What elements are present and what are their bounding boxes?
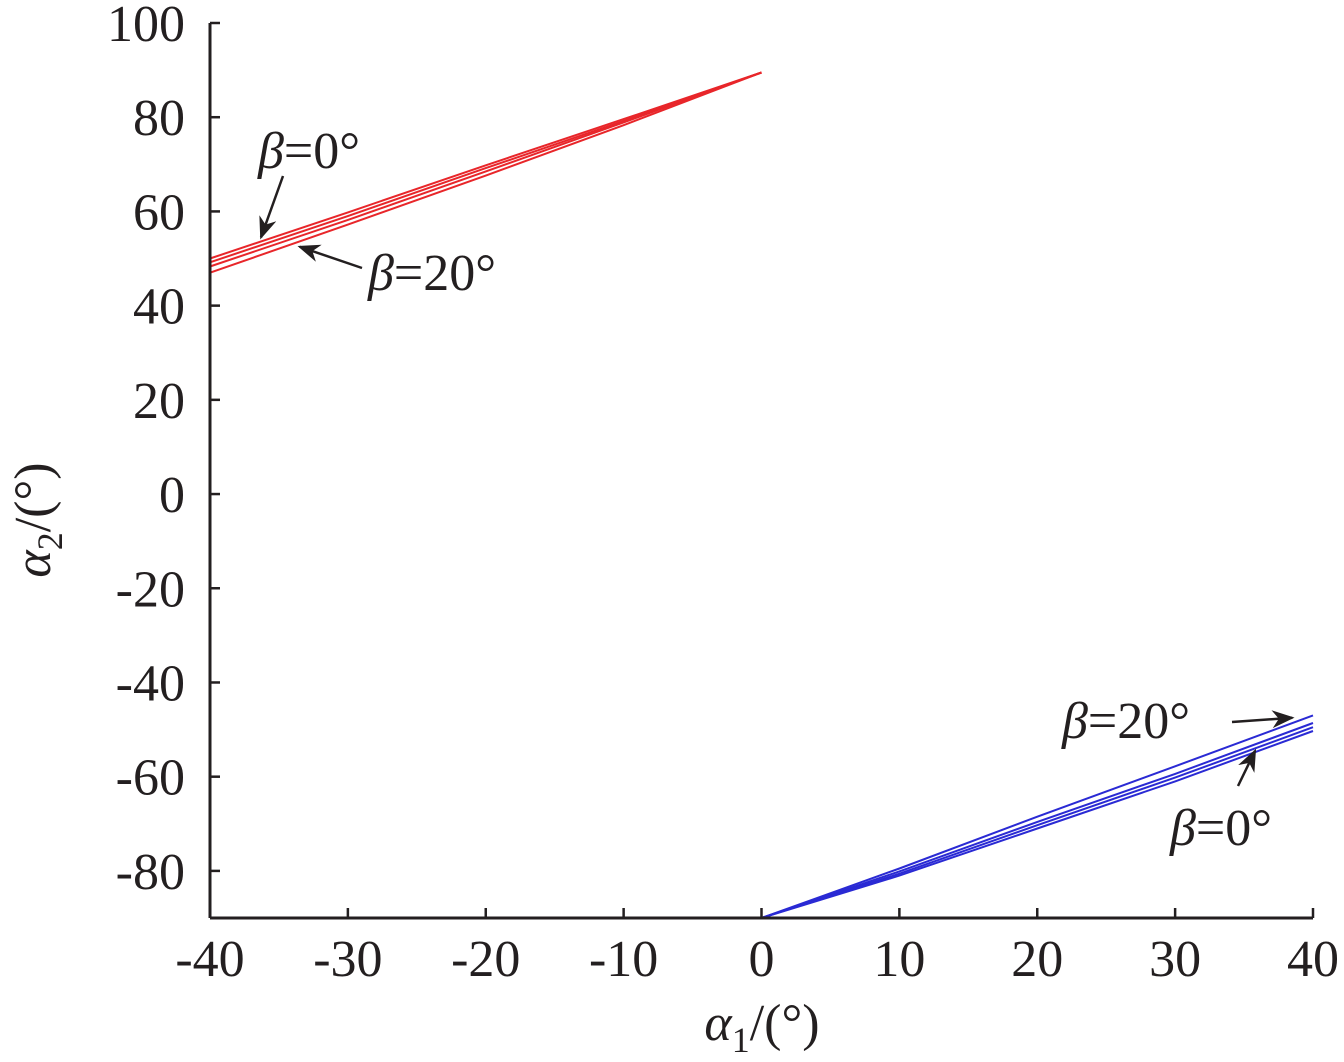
x-axis-label-unit: /(°): [750, 995, 820, 1052]
annotation-text: =0°: [284, 123, 360, 180]
x-tick-label: -10: [589, 931, 658, 988]
x-tick-label: 40: [1287, 931, 1339, 988]
y-tick-label: 40: [133, 279, 185, 336]
annotation-arrow: [259, 175, 285, 240]
annotations: β=0° β=20° β=20° β=0°: [257, 123, 1295, 857]
y-tick-label: -20: [116, 561, 185, 618]
annotation-symbol: β: [257, 123, 284, 180]
x-axis-label: α1/(°): [704, 995, 819, 1060]
x-tick-label: -20: [451, 931, 520, 988]
x-axis-label-subscript: 1: [732, 1020, 750, 1060]
annotation-text: =0°: [1196, 800, 1272, 857]
x-tick-label: -30: [313, 931, 382, 988]
annotation-label: β=0°: [257, 123, 360, 180]
annotation-label: β=20°: [367, 245, 496, 302]
annotation-text: =20°: [394, 245, 496, 302]
x-tick-label: 30: [1149, 931, 1201, 988]
y-axis-label-symbol: α: [5, 549, 62, 578]
x-tick-label: -40: [175, 931, 244, 988]
annotation-arrow: [297, 244, 363, 270]
x-tick-label: 10: [873, 931, 925, 988]
series-line-lower: [761, 730, 1314, 919]
annotation-symbol: β: [1061, 693, 1088, 750]
y-axis-label-subscript: 2: [30, 532, 70, 550]
y-tick-label: -40: [116, 655, 185, 712]
series-layer: [209, 71, 1314, 919]
annotation-arrow: [1236, 748, 1257, 787]
annotation-symbol: β: [1169, 800, 1196, 857]
series-line-lower: [761, 726, 1314, 919]
series-line-upper: [209, 71, 762, 268]
y-tick-label: 100: [107, 0, 185, 53]
annotation-arrow: [1231, 710, 1295, 729]
y-axis-label-unit: /(°): [5, 462, 62, 532]
y-tick-label: 0: [159, 467, 185, 524]
annotation-text: =20°: [1088, 693, 1190, 750]
annotation-symbol: β: [367, 245, 394, 302]
series-line-upper: [209, 71, 762, 274]
y-axis-label: α2/(°): [5, 462, 70, 577]
series-line-lower: [761, 714, 1314, 919]
annotation-label: β=20°: [1061, 693, 1190, 750]
y-tick-label: 80: [133, 90, 185, 147]
x-axis-label-symbol: α: [704, 995, 733, 1052]
ticks: -40 -30 -20 -10 0 10 20 30 40 -80 -60 -40 -20 0 20 40 60…: [107, 0, 1339, 988]
y-tick-label: 20: [133, 373, 185, 430]
series-line-upper: [209, 71, 762, 260]
x-tick-label: 0: [749, 931, 775, 988]
x-tick-label: 20: [1011, 931, 1063, 988]
y-tick-label: 60: [133, 184, 185, 241]
y-tick-label: -80: [116, 844, 185, 901]
annotation-label: β=0°: [1169, 800, 1272, 857]
series-line-lower: [761, 722, 1314, 919]
y-tick-label: -60: [116, 750, 185, 807]
